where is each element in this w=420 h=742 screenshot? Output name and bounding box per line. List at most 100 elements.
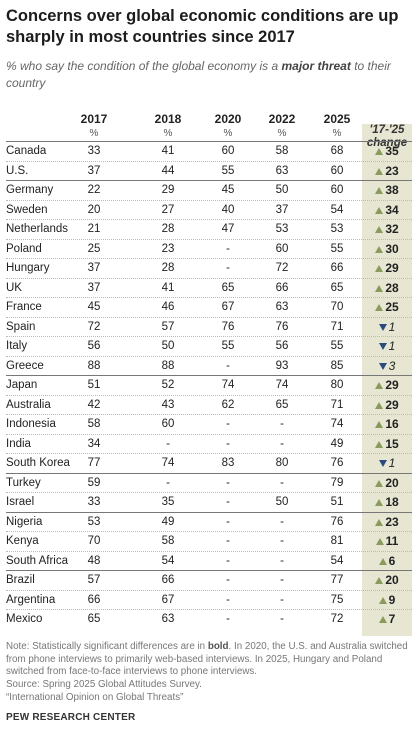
change-value: 15 bbox=[385, 437, 399, 451]
table-row: Sweden 20 27 40 37 54 34 bbox=[0, 201, 420, 220]
row-divider bbox=[6, 453, 412, 454]
triangle-up-icon bbox=[375, 246, 384, 253]
country-label: Netherlands bbox=[6, 223, 69, 235]
cell-value: 49 bbox=[330, 438, 344, 450]
row-divider bbox=[6, 609, 412, 610]
cell-value: 50 bbox=[275, 496, 289, 508]
cell-value: - bbox=[280, 555, 284, 567]
cell-value: 27 bbox=[161, 204, 175, 216]
table-row: Canada 33 41 60 58 68 35 bbox=[0, 142, 420, 161]
change-cell: 38 bbox=[362, 181, 412, 200]
change-cell: 15 bbox=[362, 435, 412, 454]
table-row: Argentina 66 67 - - 75 9 bbox=[0, 591, 420, 610]
country-label: South Korea bbox=[6, 457, 70, 469]
cell-value: 58 bbox=[161, 535, 175, 547]
change-value: 18 bbox=[385, 495, 399, 509]
country-label: Sweden bbox=[6, 204, 48, 216]
change-value: 38 bbox=[385, 183, 399, 197]
triangle-up-icon bbox=[375, 187, 384, 194]
country-label: Germany bbox=[6, 184, 54, 196]
cell-value: 75 bbox=[330, 594, 344, 606]
percent-label: % bbox=[223, 128, 233, 139]
cell-value: 74 bbox=[330, 418, 344, 430]
cell-value: 79 bbox=[330, 477, 344, 489]
triangle-down-icon bbox=[378, 324, 387, 331]
cell-value: 45 bbox=[221, 184, 235, 196]
country-label: Israel bbox=[6, 496, 35, 508]
group-divider bbox=[6, 473, 412, 474]
percent-label: % bbox=[89, 128, 99, 139]
country-label: Argentina bbox=[6, 594, 56, 606]
cell-value: 37 bbox=[87, 282, 101, 294]
change-value: 29 bbox=[385, 378, 399, 392]
cell-value: 68 bbox=[330, 145, 344, 157]
group-divider bbox=[6, 570, 412, 571]
cell-value: 53 bbox=[87, 516, 101, 528]
year-header-2017: 2017 bbox=[80, 112, 108, 126]
change-cell: 1 bbox=[362, 454, 412, 473]
cell-value: 60 bbox=[161, 418, 175, 430]
change-cell: 29 bbox=[362, 259, 412, 278]
cell-value: - bbox=[226, 613, 230, 625]
percent-label: % bbox=[277, 128, 287, 139]
triangle-up-icon bbox=[375, 538, 384, 545]
row-divider bbox=[6, 356, 412, 357]
cell-value: 54 bbox=[161, 555, 175, 567]
change-value: 9 bbox=[388, 593, 396, 607]
cell-value: - bbox=[226, 594, 230, 606]
table-row: Nigeria 53 49 - - 76 23 bbox=[0, 513, 420, 532]
triangle-up-icon bbox=[375, 577, 384, 584]
table-row: South Korea 77 74 83 80 76 1 bbox=[0, 454, 420, 473]
cell-value: 37 bbox=[275, 204, 289, 216]
triangle-up-icon bbox=[375, 480, 384, 487]
cell-value: 54 bbox=[330, 555, 344, 567]
cell-value: - bbox=[280, 516, 284, 528]
cell-value: 85 bbox=[330, 360, 344, 372]
cell-value: 23 bbox=[161, 243, 175, 255]
triangle-up-icon bbox=[375, 421, 384, 428]
country-label: Indonesia bbox=[6, 418, 56, 430]
change-cell: 9 bbox=[362, 591, 412, 610]
change-cell: 23 bbox=[362, 162, 412, 181]
year-header-2018: 2018 bbox=[154, 112, 182, 126]
cell-value: 70 bbox=[330, 301, 344, 313]
report-title-line: “International Opinion on Global Threats… bbox=[6, 692, 184, 703]
change-cell: 29 bbox=[362, 396, 412, 415]
change-cell: 18 bbox=[362, 493, 412, 512]
source-line: Source: Spring 2025 Global Attitudes Sur… bbox=[6, 679, 202, 690]
cell-value: 88 bbox=[161, 360, 175, 372]
country-label: France bbox=[6, 301, 42, 313]
cell-value: 65 bbox=[221, 282, 235, 294]
cell-value: 57 bbox=[161, 321, 175, 333]
change-cell: 29 bbox=[362, 376, 412, 395]
cell-value: 80 bbox=[275, 457, 289, 469]
triangle-down-icon bbox=[378, 460, 387, 467]
row-divider bbox=[6, 239, 412, 240]
cell-value: 56 bbox=[87, 340, 101, 352]
change-value: 1 bbox=[388, 456, 396, 470]
country-label: Nigeria bbox=[6, 516, 43, 528]
cell-value: 43 bbox=[161, 399, 175, 411]
cell-value: 60 bbox=[221, 145, 235, 157]
cell-value: 63 bbox=[275, 301, 289, 313]
cell-value: 62 bbox=[221, 399, 235, 411]
triangle-up-icon bbox=[375, 441, 384, 448]
cell-value: 41 bbox=[161, 145, 175, 157]
cell-value: 57 bbox=[87, 574, 101, 586]
cell-value: 77 bbox=[330, 574, 344, 586]
triangle-up-icon bbox=[378, 597, 387, 604]
triangle-down-icon bbox=[378, 363, 387, 370]
country-label: Greece bbox=[6, 360, 44, 372]
country-label: Italy bbox=[6, 340, 28, 352]
triangle-up-icon bbox=[375, 304, 384, 311]
cell-value: 33 bbox=[87, 496, 101, 508]
country-label: Mexico bbox=[6, 613, 43, 625]
change-value: 20 bbox=[385, 573, 399, 587]
group-divider bbox=[6, 180, 412, 181]
row-divider bbox=[6, 414, 412, 415]
cell-value: 65 bbox=[87, 613, 101, 625]
cell-value: 71 bbox=[330, 321, 344, 333]
change-column-background bbox=[362, 124, 412, 636]
change-value: 32 bbox=[385, 222, 399, 236]
change-value: 16 bbox=[385, 417, 399, 431]
